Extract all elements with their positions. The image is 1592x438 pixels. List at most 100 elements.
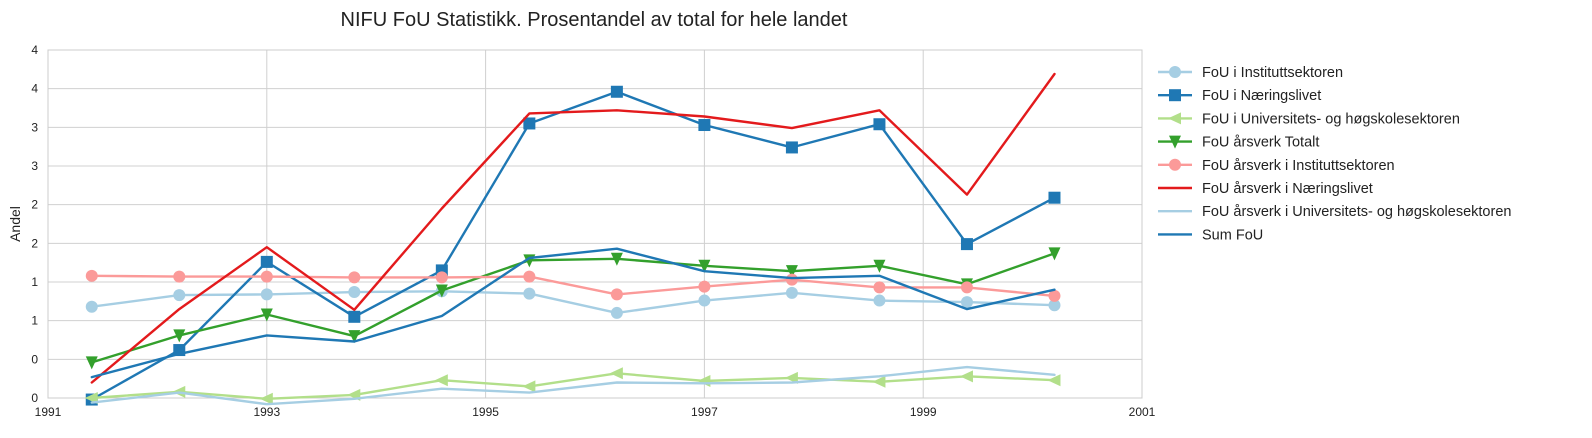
data-point [785, 286, 798, 299]
data-point [610, 306, 623, 319]
data-point [348, 310, 361, 323]
data-point [435, 284, 448, 298]
y-axis-label: Andel [7, 206, 23, 242]
data-point [960, 281, 973, 294]
legend-item: FoU i Instituttsektoren [1158, 65, 1343, 81]
data-point [698, 294, 711, 307]
legend-label: FoU i Instituttsektoren [1202, 65, 1343, 81]
y-tick-label: 4 [31, 82, 38, 96]
data-point [435, 271, 448, 284]
legend: FoU i Instituttsektoren FoU i Næringslive… [1158, 65, 1511, 243]
y-tick-label: 2 [31, 198, 38, 212]
series-6 [90, 72, 1056, 384]
data-point [84, 392, 98, 404]
data-point [348, 286, 361, 299]
data-point [173, 289, 186, 302]
data-point [785, 273, 798, 286]
data-point [85, 269, 98, 282]
legend-item: FoU årsverk i Instituttsektoren [1158, 158, 1395, 174]
data-point [260, 270, 273, 283]
legend-item: FoU årsverk i Næringslivet [1158, 181, 1373, 197]
series-line [90, 372, 1056, 400]
data-point [1048, 191, 1061, 204]
data-point [348, 271, 361, 284]
legend-label: FoU årsverk Totalt [1202, 135, 1319, 151]
legend-label: FoU i Universitets- og høgskolesektoren [1202, 111, 1460, 127]
y-tick-label: 0 [31, 391, 38, 405]
legend-label: FoU årsverk i Næringslivet [1202, 181, 1373, 197]
legend-item: FoU årsverk Totalt [1158, 135, 1319, 151]
y-tick-label: 3 [31, 159, 38, 173]
legend-item: FoU i Universitets- og høgskolesektoren [1158, 111, 1460, 127]
data-point [698, 280, 711, 293]
y-tick-label: 1 [31, 314, 38, 328]
data-point [260, 255, 273, 268]
data-point [434, 374, 448, 387]
data-point [1048, 247, 1061, 261]
x-tick-label: 1999 [910, 405, 937, 419]
legend-label: FoU i Næringslivet [1202, 88, 1321, 104]
data-point [873, 281, 886, 294]
data-point [1048, 289, 1061, 302]
x-tick-label: 2001 [1129, 405, 1156, 419]
y-tick-label: 4 [31, 43, 38, 57]
series-line [90, 247, 1056, 379]
data-point [85, 300, 98, 313]
data-point [1047, 374, 1061, 387]
data-point [522, 380, 536, 393]
data-point [610, 85, 623, 98]
data-point [960, 296, 973, 309]
data-point [1169, 135, 1181, 149]
series-7 [90, 365, 1056, 406]
data-point [872, 375, 886, 388]
data-point [173, 270, 186, 283]
x-tick-label: 1997 [691, 405, 718, 419]
data-point [348, 330, 361, 344]
legend-item: Sum FoU [1158, 227, 1263, 243]
data-point [873, 259, 886, 273]
data-point [784, 371, 798, 384]
y-tick-label: 3 [31, 120, 38, 134]
data-point [959, 370, 973, 383]
series-lines [84, 72, 1061, 406]
data-point [609, 367, 623, 380]
chart-title: NIFU FoU Statistikk. Prosentandel av tot… [341, 9, 848, 31]
legend-label: FoU årsverk i Instituttsektoren [1202, 158, 1395, 174]
data-point [873, 118, 886, 131]
data-point [173, 329, 186, 343]
x-tick-label: 1993 [253, 405, 280, 419]
series-line [90, 72, 1056, 384]
series-line [90, 274, 1056, 298]
data-point [1169, 158, 1181, 171]
plot-frame [47, 49, 1143, 399]
series-8 [90, 247, 1056, 379]
y-tick-label: 0 [31, 352, 38, 366]
series-4 [85, 247, 1061, 370]
data-point [1169, 89, 1181, 102]
series-2 [85, 85, 1061, 406]
data-point [698, 259, 711, 273]
data-point [610, 252, 623, 266]
data-point [1048, 299, 1061, 312]
data-point [523, 270, 536, 283]
data-point [1169, 66, 1181, 78]
data-point [960, 238, 973, 251]
tick-labels: 0 0 1 1 2 2 3 3 4 4 1991 1993 1995 1997 1999 2001 [31, 43, 1155, 419]
series-line [90, 365, 1056, 406]
legend-label: Sum FoU [1202, 227, 1263, 243]
data-point [523, 287, 536, 300]
y-tick-label: 2 [31, 236, 38, 250]
data-point [259, 392, 273, 405]
data-point [873, 294, 886, 307]
data-point [260, 288, 273, 301]
data-point [785, 265, 798, 279]
x-tick-label: 1995 [472, 405, 499, 419]
series-line [90, 90, 1056, 401]
series-5 [85, 269, 1061, 302]
x-tick-label: 1991 [35, 405, 62, 419]
series-line [90, 290, 1056, 315]
legend-label: FoU årsverk i Universitets- og høgskoles… [1202, 204, 1511, 220]
y-tick-label: 1 [31, 275, 38, 289]
data-point [85, 356, 98, 370]
legend-item: FoU i Næringslivet [1158, 88, 1321, 104]
